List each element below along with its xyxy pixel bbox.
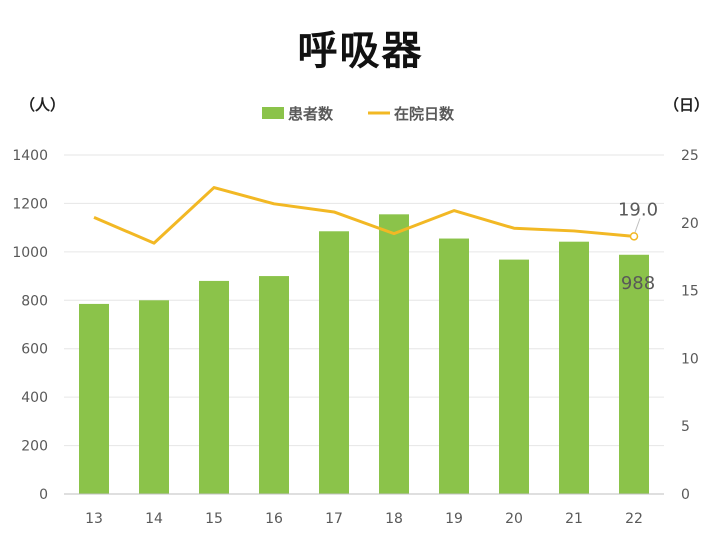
x-tick-label: 13 — [85, 511, 103, 527]
left-tick-label: 1400 — [12, 148, 48, 164]
x-tick-label: 15 — [205, 511, 223, 527]
left-tick-label: 200 — [21, 439, 48, 455]
bar — [499, 259, 529, 494]
x-tick-label: 17 — [325, 511, 343, 527]
line-data-label: 19.0 — [618, 199, 658, 220]
left-tick-label: 400 — [21, 390, 48, 406]
right-tick-label: 10 — [681, 351, 699, 367]
left-tick-label: 0 — [39, 487, 48, 503]
left-tick-label: 1200 — [12, 196, 48, 212]
chart-title: 呼吸器 — [297, 28, 424, 74]
line-point — [629, 232, 639, 241]
left-tick-label: 800 — [21, 293, 48, 309]
legend-line-label: 在院日数 — [394, 105, 455, 123]
right-tick-label: 5 — [681, 419, 690, 435]
bar — [559, 241, 589, 494]
bar — [619, 254, 649, 494]
bar — [319, 231, 349, 494]
x-tick-label: 19 — [445, 511, 463, 527]
x-tick-label: 18 — [385, 511, 403, 527]
x-tick-label: 21 — [565, 511, 583, 527]
line-path — [93, 186, 635, 245]
leader-line — [634, 218, 641, 233]
right-axis-unit: （日） — [664, 96, 709, 114]
axes: 0 200 400 600 800 1000 1200 1400 0 5 10 15 20 25 13 14 1… — [12, 148, 698, 527]
legend: 患者数 在院日数 — [262, 105, 455, 123]
left-tick-label: 1000 — [12, 245, 48, 261]
x-tick-label: 20 — [505, 511, 523, 527]
right-tick-label: 25 — [681, 148, 699, 164]
data-labels: 19.0 988 — [618, 199, 658, 293]
bar-data-label: 988 — [621, 273, 655, 294]
x-tick-label: 16 — [265, 511, 283, 527]
bar-series — [79, 214, 649, 494]
bar — [79, 303, 109, 494]
right-tick-label: 15 — [681, 284, 699, 300]
bar — [379, 214, 409, 494]
left-axis-unit: （人） — [20, 96, 65, 114]
legend-bar-swatch — [262, 107, 284, 119]
legend-bar-label: 患者数 — [288, 105, 334, 123]
right-tick-label: 20 — [681, 216, 699, 232]
left-tick-label: 600 — [21, 342, 48, 358]
bar — [199, 280, 229, 494]
bar — [259, 276, 289, 494]
x-tick-label: 14 — [145, 511, 163, 527]
x-tick-label: 22 — [625, 511, 643, 527]
right-tick-label: 0 — [681, 487, 690, 503]
line-series — [93, 186, 639, 245]
bar — [439, 238, 469, 494]
bar — [139, 300, 169, 494]
